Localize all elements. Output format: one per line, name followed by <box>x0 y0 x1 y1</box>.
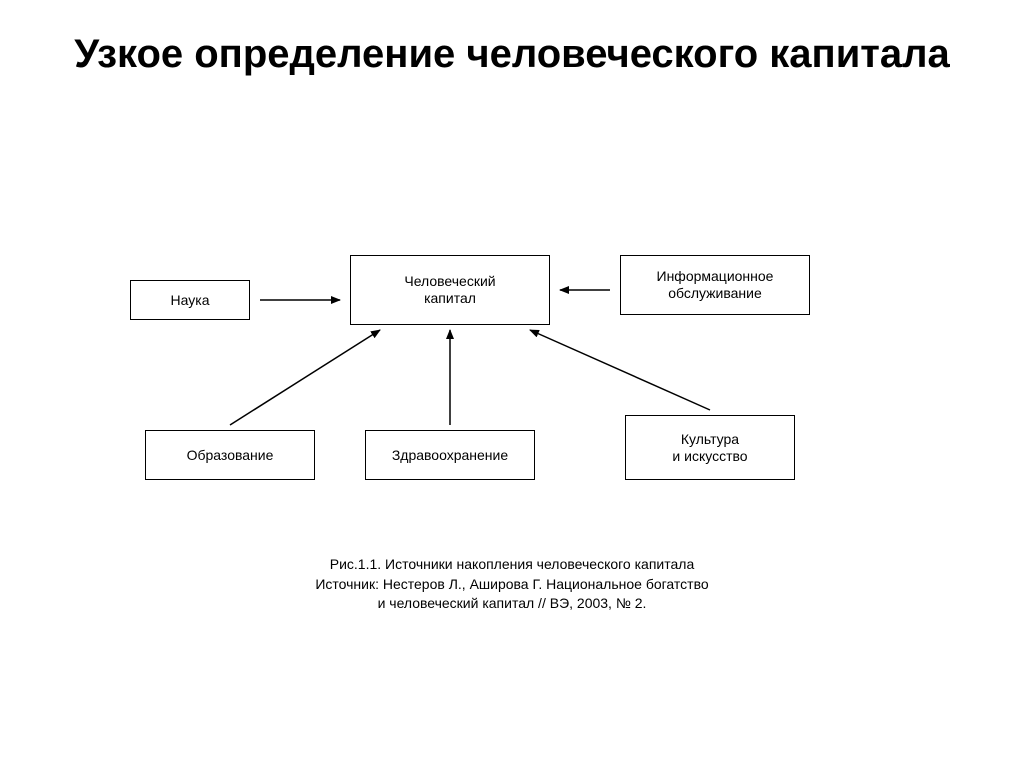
node-bot_right: Культураи искусство <box>625 415 795 480</box>
node-center: Человеческийкапитал <box>350 255 550 325</box>
node-bot_left: Образование <box>145 430 315 480</box>
node-left_top: Наука <box>130 280 250 320</box>
caption-line-2: Источник: Нестеров Л., Аширова Г. Национ… <box>0 575 1024 595</box>
caption-line-3: и человеческий капитал // ВЭ, 2003, № 2. <box>0 594 1024 614</box>
edge-4 <box>530 330 710 410</box>
diagram: Человеческийкапитал Наука Информационноеоб… <box>0 0 1024 767</box>
slide: Узкое определение человеческого капитала… <box>0 0 1024 767</box>
caption-line-1: Рис.1.1. Источники накопления человеческ… <box>0 555 1024 575</box>
edge-2 <box>230 330 380 425</box>
node-bot_mid: Здравоохранение <box>365 430 535 480</box>
node-right_top: Информационноеобслуживание <box>620 255 810 315</box>
figure-caption: Рис.1.1. Источники накопления человеческ… <box>0 555 1024 614</box>
diagram-edges <box>0 0 1024 767</box>
